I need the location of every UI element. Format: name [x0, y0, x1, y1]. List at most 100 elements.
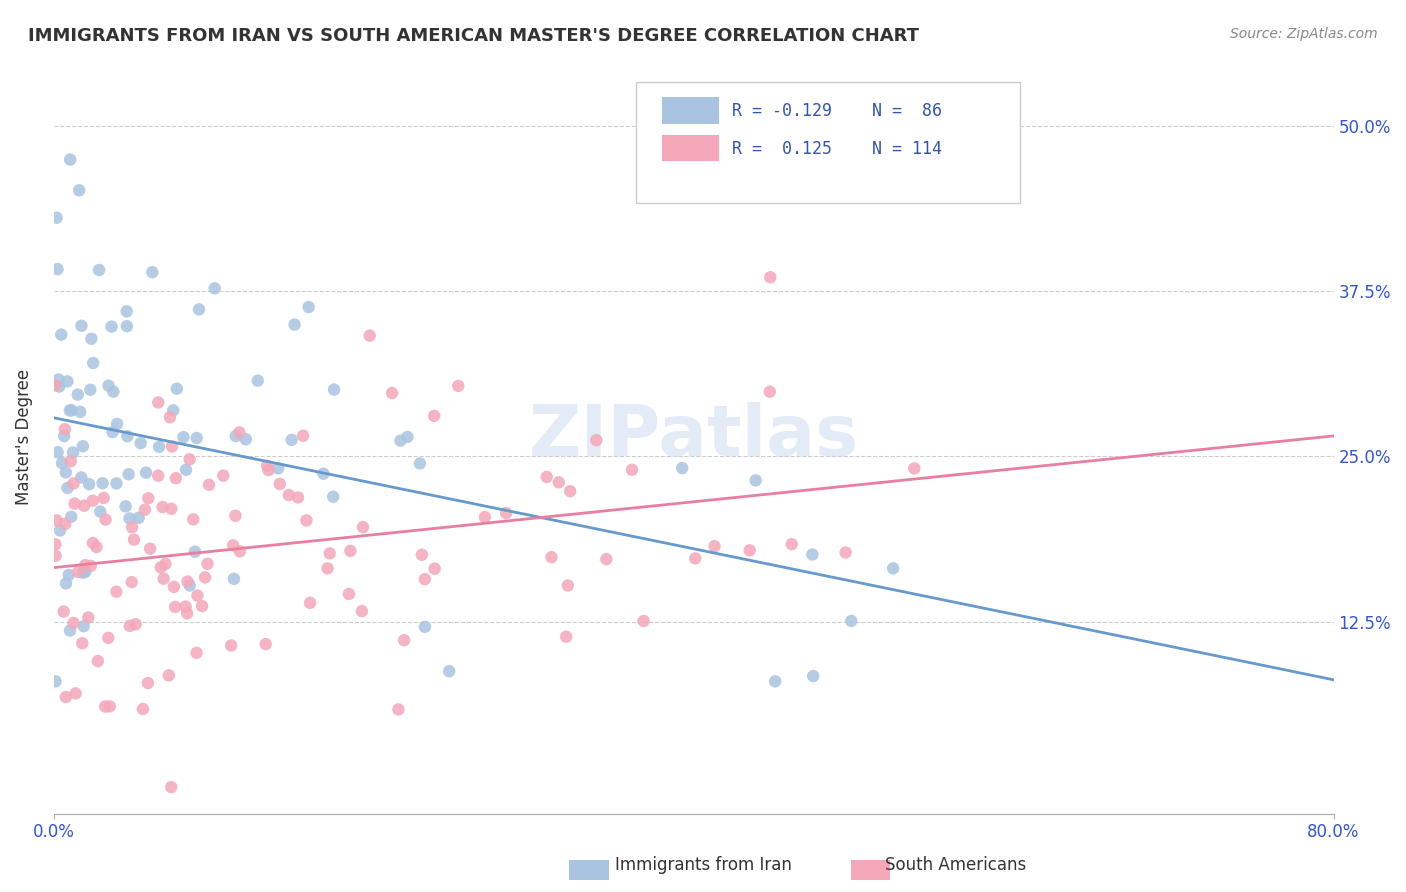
- Point: [45, 549, 67, 563]
- Point: [63, 497, 86, 511]
- Point: [67, 565, 90, 579]
- Point: [633, 614, 655, 628]
- Point: [135, 466, 157, 480]
- Point: [124, 617, 146, 632]
- Point: [148, 468, 170, 483]
- Point: [585, 433, 607, 447]
- Point: [759, 384, 782, 399]
- Point: [181, 512, 204, 526]
- Point: [703, 539, 725, 553]
- Point: [100, 319, 122, 334]
- Point: [225, 429, 247, 443]
- Point: [59, 153, 82, 167]
- Point: [141, 265, 163, 279]
- Point: [277, 488, 299, 502]
- Point: [186, 431, 208, 445]
- Point: [495, 506, 517, 520]
- Point: [671, 461, 693, 475]
- Point: [82, 536, 104, 550]
- Point: [82, 356, 104, 370]
- Point: [72, 439, 94, 453]
- Point: [70, 318, 93, 333]
- Point: [256, 458, 278, 473]
- Point: [298, 300, 321, 314]
- Point: [176, 607, 198, 621]
- Point: [229, 544, 252, 558]
- Text: ZIPatlas: ZIPatlas: [529, 402, 859, 471]
- Point: [222, 538, 245, 552]
- Point: [212, 468, 235, 483]
- Point: [176, 574, 198, 589]
- Point: [204, 281, 226, 295]
- Point: [903, 461, 925, 475]
- Point: [536, 470, 558, 484]
- Bar: [851, 860, 890, 880]
- Point: [51, 327, 73, 342]
- Point: [295, 513, 318, 527]
- Point: [159, 410, 181, 425]
- Point: [409, 457, 432, 471]
- Bar: [662, 97, 720, 124]
- Point: [59, 403, 82, 417]
- Point: [49, 524, 72, 538]
- Point: [136, 676, 159, 690]
- Point: [163, 580, 186, 594]
- Point: [257, 463, 280, 477]
- Point: [51, 456, 73, 470]
- Point: [132, 702, 155, 716]
- Point: [228, 425, 250, 440]
- Point: [540, 550, 562, 565]
- Point: [97, 631, 120, 645]
- Point: [62, 615, 84, 630]
- Point: [44, 378, 66, 392]
- Point: [292, 429, 315, 443]
- Point: [44, 674, 66, 689]
- Point: [267, 461, 290, 475]
- Point: [186, 589, 208, 603]
- Point: [423, 409, 446, 423]
- Point: [77, 610, 100, 624]
- Point: [46, 445, 69, 459]
- Point: [79, 383, 101, 397]
- Point: [839, 614, 862, 628]
- Point: [621, 463, 644, 477]
- Point: [69, 405, 91, 419]
- Point: [44, 537, 66, 551]
- Point: [179, 452, 201, 467]
- Point: [46, 262, 69, 277]
- Point: [59, 454, 82, 468]
- Point: [121, 520, 143, 534]
- Point: [387, 702, 409, 716]
- Point: [763, 674, 786, 689]
- Point: [77, 477, 100, 491]
- Point: [738, 543, 761, 558]
- Point: [194, 570, 217, 584]
- Point: [117, 429, 139, 443]
- Point: [323, 383, 346, 397]
- Point: [299, 596, 322, 610]
- Point: [65, 686, 87, 700]
- Point: [75, 565, 97, 579]
- Point: [246, 374, 269, 388]
- Point: [411, 548, 433, 562]
- Point: [174, 599, 197, 614]
- Point: [117, 467, 139, 482]
- Point: [413, 620, 436, 634]
- Point: [67, 183, 90, 197]
- Point: [93, 491, 115, 505]
- Point: [134, 502, 156, 516]
- Point: [148, 395, 170, 409]
- Point: [160, 440, 183, 454]
- Text: IMMIGRANTS FROM IRAN VS SOUTH AMERICAN MASTER'S DEGREE CORRELATION CHART: IMMIGRANTS FROM IRAN VS SOUTH AMERICAN M…: [28, 27, 920, 45]
- Point: [337, 587, 360, 601]
- Point: [160, 780, 183, 794]
- Point: [683, 551, 706, 566]
- Point: [52, 605, 75, 619]
- Point: [160, 501, 183, 516]
- Point: [101, 425, 124, 439]
- Point: [70, 470, 93, 484]
- Point: [114, 500, 136, 514]
- Point: [118, 511, 141, 525]
- Point: [269, 477, 291, 491]
- Point: [62, 445, 84, 459]
